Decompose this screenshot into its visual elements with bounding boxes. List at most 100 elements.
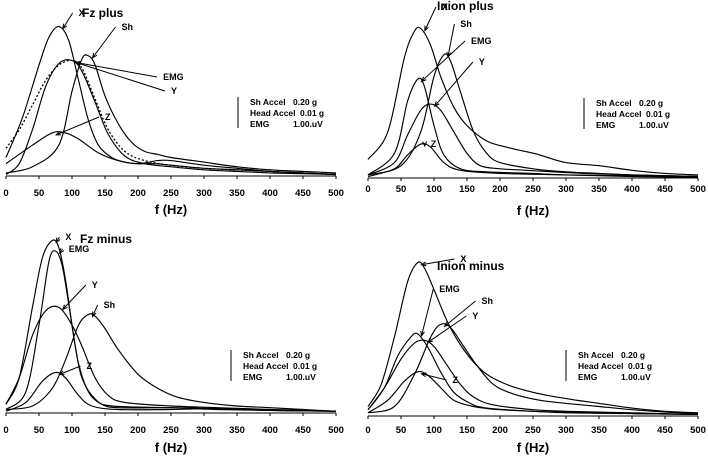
- series-label-arrow: [427, 315, 467, 343]
- series-label-arrow: [447, 23, 455, 57]
- x-tick-label: 350: [591, 425, 607, 436]
- series-line-y: [5, 59, 337, 176]
- x-axis-label: f (Hz): [155, 202, 188, 217]
- x-tick-label: 200: [130, 425, 146, 436]
- series-line-emg: [5, 250, 337, 412]
- x-tick-label: 200: [130, 188, 146, 199]
- scale-legend-value: 0.01 g: [646, 109, 670, 119]
- series-label: EMG: [69, 244, 90, 254]
- series-line-emg: [5, 59, 337, 176]
- series-label: X: [442, 2, 448, 12]
- chart-title: Fz minus: [80, 232, 132, 246]
- series-label-arrow: [421, 373, 447, 381]
- panel-inion-plus: Inion plus 0 50 100 150 200 250 300 350 400 450 500…: [365, 0, 706, 218]
- series-label-arrow: [62, 12, 74, 29]
- scale-legend-name: Head Accel: [578, 361, 624, 371]
- scale-legend-value: 0.01 g: [293, 361, 317, 371]
- series-line-z: [367, 370, 699, 415]
- series-label-arrow: [421, 40, 466, 82]
- panel-inion-minus: Inion minus 0 50 100 150 200 250 300 350 400 450 50…: [365, 254, 706, 455]
- scale-legend-value: 1.00.uV: [621, 372, 651, 382]
- x-tick-label: 300: [558, 184, 574, 195]
- series-label-arrowhead: [420, 76, 427, 83]
- series-label-arrowhead: [427, 337, 434, 343]
- series-label-arrowhead: [443, 321, 450, 328]
- chart-title: Fz plus: [82, 6, 124, 20]
- scale-legend-value: 1.00.uV: [639, 120, 669, 130]
- x-tick-label: 400: [262, 188, 278, 199]
- scale-legend-name: Head Accel: [596, 109, 642, 119]
- x-tick-label: 50: [396, 184, 407, 195]
- series-label-arrow: [59, 365, 81, 375]
- scale-legend-name: Head Accel: [250, 108, 296, 118]
- series-line-sh: [5, 313, 337, 412]
- panel-fz-minus: Fz minus 0 50 100 150 200 250 300 350 400 450 500 f …: [3, 232, 344, 455]
- x-axis-label: f (Hz): [517, 203, 550, 218]
- series-label: Z: [105, 112, 111, 122]
- x-tick-label: 200: [492, 184, 508, 195]
- scale-legend-name: Sh Accel: [578, 350, 614, 360]
- x-tick-label: 100: [426, 184, 442, 195]
- scale-legend-value: 1.00.uV: [286, 372, 316, 382]
- x-axis-label: f (Hz): [517, 440, 550, 455]
- x-tick-label: 450: [295, 425, 311, 436]
- series-label-arrow: [92, 304, 99, 317]
- series-label: Y: [479, 57, 485, 67]
- x-tick-label: 500: [690, 184, 706, 195]
- x-tick-label: 50: [34, 425, 45, 436]
- x-axis-label: f (Hz): [155, 440, 188, 455]
- x-tick-label: 400: [624, 184, 640, 195]
- scale-legend-value: 0.01 g: [300, 108, 324, 118]
- series-label-arrowhead: [424, 25, 429, 32]
- x-tick-label: 450: [657, 425, 673, 436]
- x-tick-label: 0: [3, 425, 8, 436]
- x-tick-label: 350: [229, 425, 245, 436]
- series-label: X: [460, 254, 466, 264]
- series-label: Z: [87, 361, 93, 371]
- series-label-arrowhead: [91, 52, 98, 59]
- series-label-arrowhead: [61, 304, 68, 311]
- series-label-arrow: [434, 61, 474, 107]
- series-line-sh: [367, 323, 699, 415]
- series-label-arrowhead: [55, 130, 62, 136]
- series-label-arrowhead: [74, 61, 82, 67]
- x-tick-label: 400: [624, 425, 640, 436]
- x-tick-label: 100: [64, 425, 80, 436]
- series-label-arrowhead: [433, 101, 440, 108]
- scale-legend-value: 0.20 g: [286, 350, 310, 360]
- x-tick-label: 50: [34, 188, 45, 199]
- series-line-x: [5, 26, 337, 176]
- series-label: X: [65, 232, 71, 242]
- series-label-arrow: [56, 116, 100, 136]
- series-label-arrow: [75, 62, 158, 78]
- series-label: Y: [92, 280, 98, 290]
- scale-legend-name: Sh Accel: [250, 97, 286, 107]
- x-tick-label: 100: [426, 425, 442, 436]
- series-label: Sh: [122, 22, 134, 32]
- series-label: Z: [452, 375, 458, 385]
- x-tick-label: 0: [365, 184, 370, 195]
- series-label-arrowhead: [62, 23, 68, 30]
- x-tick-label: 50: [396, 425, 407, 436]
- scale-legend-name: EMG: [250, 119, 270, 129]
- series-label-arrow: [75, 62, 166, 92]
- series-label-arrowhead: [58, 248, 65, 255]
- scale-legend-name: Head Accel: [243, 361, 289, 371]
- panel-fz-plus: Fz plus 0 50 100 150 200 250 300 350 400 450 500 f (…: [3, 6, 344, 217]
- x-tick-label: 250: [163, 188, 179, 199]
- x-tick-label: 250: [525, 425, 541, 436]
- series-label-arrowhead: [422, 141, 427, 148]
- x-tick-label: 100: [64, 188, 80, 199]
- series-line-z: [367, 143, 699, 178]
- series-label-arrowhead: [420, 330, 425, 338]
- scale-legend-name: Sh Accel: [243, 350, 279, 360]
- scale-legend-name: EMG: [596, 120, 616, 130]
- series-label: Sh: [482, 296, 494, 306]
- series-label: EMG: [163, 72, 184, 82]
- x-tick-label: 150: [97, 425, 113, 436]
- x-tick-label: 200: [492, 425, 508, 436]
